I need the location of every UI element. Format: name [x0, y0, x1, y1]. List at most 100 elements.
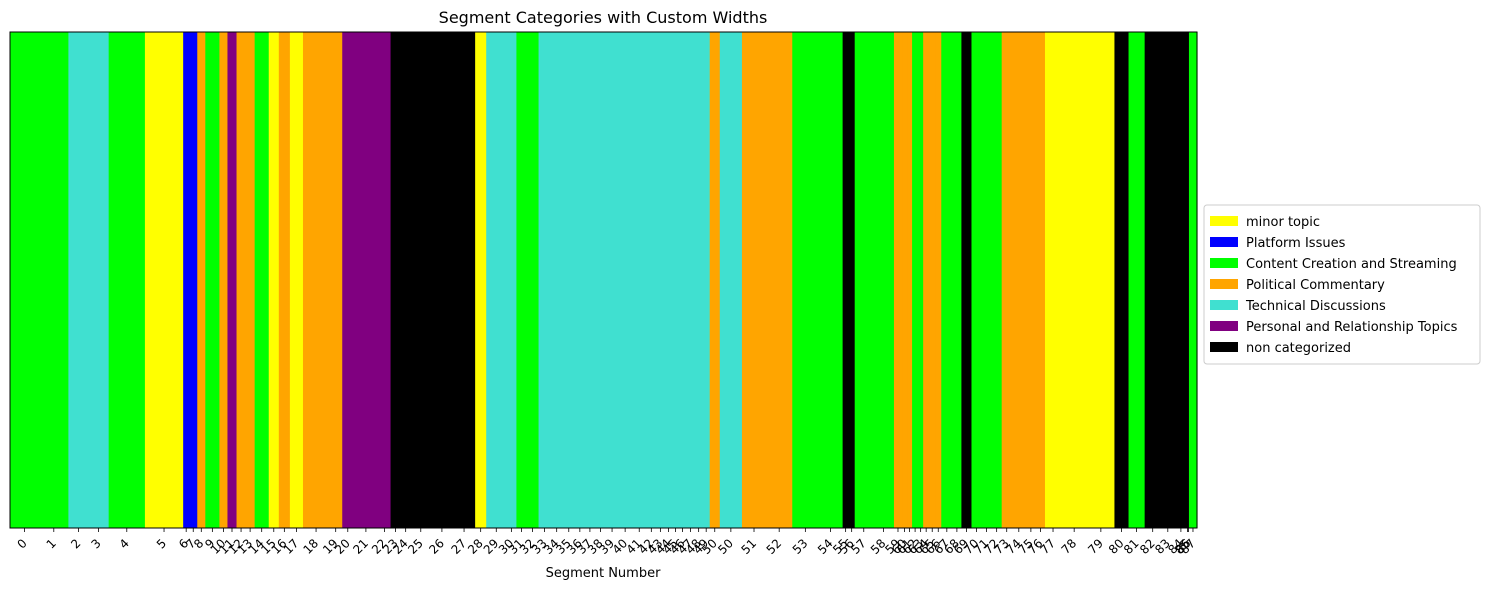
- legend-swatch: [1210, 258, 1238, 268]
- x-tick-label: 51: [738, 536, 759, 557]
- segment-bar-77: [1035, 32, 1046, 528]
- segment-bar-25: [410, 32, 432, 528]
- segment-bar-67: [935, 32, 942, 528]
- legend-swatch: [1210, 342, 1238, 352]
- segment-bar-43: [656, 32, 666, 528]
- segment-bar-32: [526, 32, 540, 528]
- segment-bar-52: [741, 32, 767, 528]
- x-tick-label: 5: [154, 536, 169, 551]
- segment-bar-29: [486, 32, 507, 528]
- segment-bar-68: [941, 32, 953, 528]
- segment-bar-45: [672, 32, 680, 528]
- segment-bar-4: [108, 32, 146, 528]
- segment-bar-66: [929, 32, 936, 528]
- x-tick-label: 3: [88, 536, 103, 551]
- x-tick-label: 50: [715, 536, 736, 557]
- legend-label: Personal and Relationship Topics: [1246, 320, 1458, 335]
- x-tick-label: 77: [1037, 536, 1058, 557]
- x-tick-label: 0: [14, 536, 29, 551]
- segment-bar-42: [646, 32, 657, 528]
- segment-bar-47: [686, 32, 696, 528]
- segment-bar-58: [854, 32, 874, 528]
- x-tick-label: 26: [426, 536, 447, 557]
- segment-bar-79: [1061, 32, 1088, 528]
- segment-bar-12: [236, 32, 247, 528]
- segment-bar-74: [1001, 32, 1013, 528]
- x-axis-ticks: 0 1 2 3 4 5 6789101112131415161718192021222324…: [14, 528, 1198, 557]
- segment-bar-30: [506, 32, 518, 528]
- segment-bar-53: [766, 32, 793, 528]
- segment-bar-31: [516, 32, 528, 528]
- segment-bar-56: [842, 32, 850, 528]
- segment-bar-26: [430, 32, 454, 528]
- segment-bar-18: [302, 32, 330, 528]
- segment-bars: [10, 32, 1198, 528]
- segment-bar-57: [848, 32, 856, 528]
- segment-bar-76: [1025, 32, 1037, 528]
- segment-bar-46: [678, 32, 688, 528]
- segment-bar-70: [961, 32, 973, 528]
- segment-bar-14: [254, 32, 270, 528]
- segment-bar-64: [918, 32, 924, 528]
- segment-bar-36: [574, 32, 586, 528]
- segment-bar-0: [10, 32, 40, 528]
- segment-bar-33: [538, 32, 552, 528]
- legend-label: Content Creation and Streaming: [1246, 257, 1457, 272]
- segment-bar-27: [452, 32, 476, 528]
- legend-swatch: [1210, 279, 1238, 289]
- legend: minor topic Platform Issues Content Creati…: [1203, 204, 1481, 365]
- x-tick-label: 21: [350, 536, 371, 557]
- segment-bar-13: [245, 32, 256, 528]
- segment-bar-48: [694, 32, 704, 528]
- x-tick-label: 79: [1085, 536, 1106, 557]
- segment-bar-17: [289, 32, 304, 528]
- segment-bar-84: [1160, 32, 1176, 528]
- segment-bar-72: [981, 32, 993, 528]
- segment-bar-40: [618, 32, 633, 528]
- segment-bar-50: [709, 32, 721, 528]
- segment-bar-49: [702, 32, 711, 528]
- segment-bar-37: [584, 32, 596, 528]
- segment-bar-38: [594, 32, 607, 528]
- x-tick-label: 17: [281, 536, 302, 557]
- segment-bar-85: [1174, 32, 1188, 528]
- segment-bar-9: [205, 32, 221, 528]
- segment-bar-22: [378, 32, 392, 528]
- segment-bar-73: [991, 32, 1003, 528]
- segment-bar-11: [227, 32, 238, 528]
- segment-bar-62: [907, 32, 913, 528]
- x-tick-label: 57: [848, 536, 869, 557]
- segment-bar-86: [1186, 32, 1189, 528]
- segment-bar-21: [353, 32, 380, 528]
- x-tick-label: 25: [405, 536, 426, 557]
- segment-bar-2: [68, 32, 90, 528]
- segment-bar-83: [1144, 32, 1162, 528]
- segment-bar-78: [1044, 32, 1062, 528]
- segment-bar-8: [197, 32, 206, 528]
- x-tick-label: 4: [117, 536, 132, 551]
- x-tick-label: 1: [44, 536, 59, 551]
- legend-label: non categorized: [1246, 341, 1351, 356]
- legend-label: minor topic: [1246, 215, 1320, 230]
- segment-bar-55: [818, 32, 844, 528]
- segment-bar-82: [1128, 32, 1146, 528]
- legend-swatch: [1210, 300, 1238, 310]
- segment-bar-5: [144, 32, 184, 528]
- segment-bar-24: [400, 32, 412, 528]
- segment-bar-15: [268, 32, 280, 528]
- x-axis-label: Segment Number: [546, 566, 662, 581]
- segment-bar-54: [792, 32, 820, 528]
- x-tick-label: 2: [68, 536, 83, 551]
- x-tick-label: 78: [1059, 536, 1080, 557]
- segment-bar-60: [893, 32, 903, 528]
- segment-bar-80: [1087, 32, 1116, 528]
- segment-bar-35: [562, 32, 576, 528]
- legend-swatch: [1210, 321, 1238, 331]
- legend-swatch: [1210, 216, 1238, 226]
- segment-bar-1: [39, 32, 69, 528]
- segment-bar-39: [606, 32, 619, 528]
- segment-bar-10: [219, 32, 229, 528]
- legend-label: Political Commentary: [1246, 278, 1385, 293]
- segment-bar-6: [183, 32, 190, 528]
